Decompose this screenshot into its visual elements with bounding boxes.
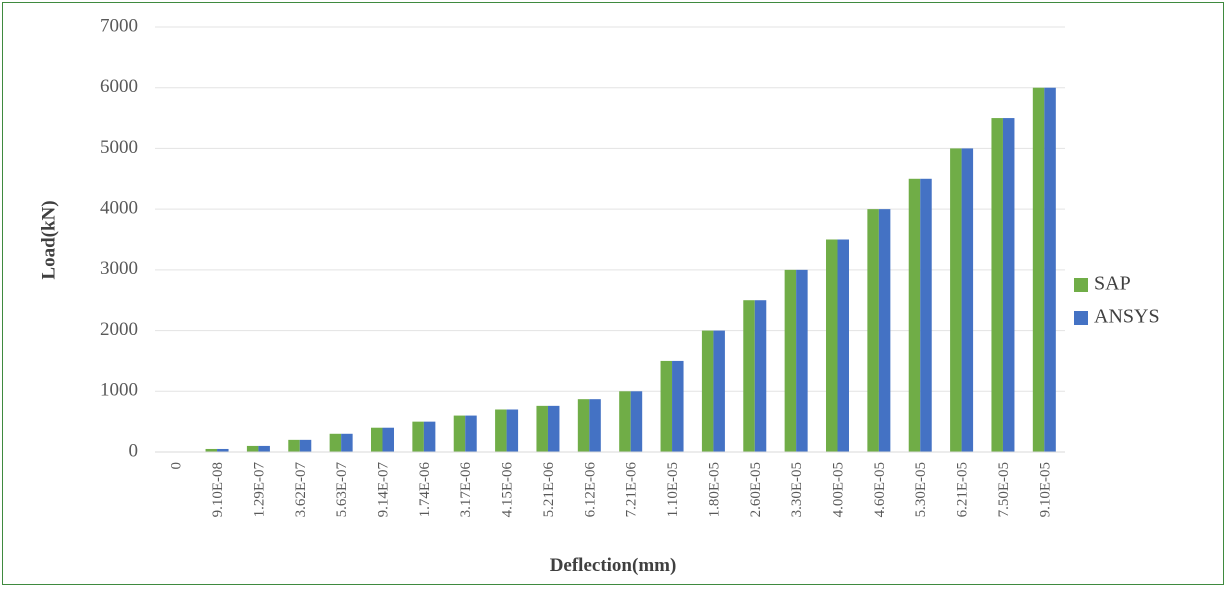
bar-sap [950,148,962,452]
x-tick-label: 4.00E-05 [831,462,847,517]
legend: SAP ANSYS [1074,273,1160,328]
bar-ansys [506,409,519,452]
legend-swatch-ansys [1074,311,1088,325]
x-tick-label: 1.29E-07 [251,462,267,518]
legend-label-ansys: ANSYS [1094,306,1160,328]
x-tick-label: 3.30E-05 [789,462,805,517]
x-axis-ticks: 0 9.10E-08 1.29E-07 3.62E-07 5.63E-07 9.14E-0… [169,462,1054,518]
x-axis-title: Deflection(mm) [550,555,677,576]
x-tick-label: 9.14E-07 [376,462,392,518]
bar-ansys [217,448,229,452]
bar-ansys [1002,118,1015,453]
bar-ansys [920,178,932,453]
bar-ansys [258,445,270,452]
x-tick-label: 7.50E-05 [996,462,1012,517]
bar-sap [205,448,218,452]
y-tick-label: 3000 [100,258,138,279]
bar-sap [453,415,466,452]
x-tick-label: 7.21E-06 [624,462,640,518]
bar-sap [701,330,714,452]
bar-sap [246,445,259,452]
bar-ansys [713,330,725,452]
y-tick-label: 5000 [100,137,138,158]
bar-ansys [589,399,601,452]
x-tick-label: 9.10E-05 [1037,462,1053,517]
bar-sap [412,421,424,452]
y-axis-title: Load(kN) [38,200,59,279]
y-tick-label: 7000 [100,15,138,36]
bar-ansys [754,300,767,452]
bar-ansys [961,148,974,452]
bar-ansys [547,405,560,452]
bar-sap [826,239,838,452]
y-tick-label: 6000 [100,76,138,97]
bar-ansys [341,433,353,452]
x-tick-label: 3.62E-07 [293,462,309,518]
bar-sap [536,405,548,452]
bar-sap [495,409,507,452]
bar-ansys [796,269,808,452]
x-tick-label: 1.80E-05 [706,462,722,517]
y-tick-label: 0 [129,440,139,461]
x-tick-label: 4.60E-05 [872,462,888,517]
x-tick-label: 5.63E-07 [334,462,350,518]
x-tick-label: 2.60E-05 [748,462,764,517]
x-tick-label: 3.17E-06 [458,462,474,518]
bar-ansys [299,439,312,452]
bar-sap [784,269,797,452]
bar-ansys [672,360,684,452]
bar-sap [329,433,342,452]
bar-sap [908,178,921,453]
bar-sap [660,360,673,452]
x-tick-label: 6.21E-05 [955,462,971,517]
y-tick-label: 2000 [100,319,138,340]
x-tick-label: 9.10E-08 [210,462,226,517]
bar-ansys [465,415,477,452]
y-tick-label: 1000 [100,380,138,401]
bar-ansys [382,427,394,452]
bar-sap [577,399,590,452]
bar-sap [743,300,755,452]
bar-sap [991,118,1003,453]
bar-sap [867,209,879,452]
legend-swatch-sap [1074,278,1088,292]
x-tick-label: 5.21E-06 [541,462,557,518]
y-axis-ticks: 0 1000 2000 3000 4000 5000 6000 7000 [100,15,138,461]
bar-ansys [878,209,891,452]
bar-ansys [1044,87,1056,452]
x-tick-label: 4.15E-06 [500,462,516,518]
bar-sap [1032,87,1045,452]
bar-ansys [837,239,849,452]
x-tick-label: 1.74E-06 [417,462,433,518]
x-tick-label: 1.10E-05 [665,462,681,517]
bar-sap [288,439,300,452]
bars [205,87,1056,453]
legend-label-sap: SAP [1094,273,1131,295]
bar-sap [371,427,383,452]
bar-sap [619,391,631,452]
x-tick-label: 0 [169,462,185,470]
x-tick-label: 6.12E-06 [582,462,598,518]
bar-ansys [630,391,643,452]
x-tick-label: 5.30E-05 [913,462,929,517]
bar-ansys [423,421,436,452]
y-tick-label: 4000 [100,198,138,219]
